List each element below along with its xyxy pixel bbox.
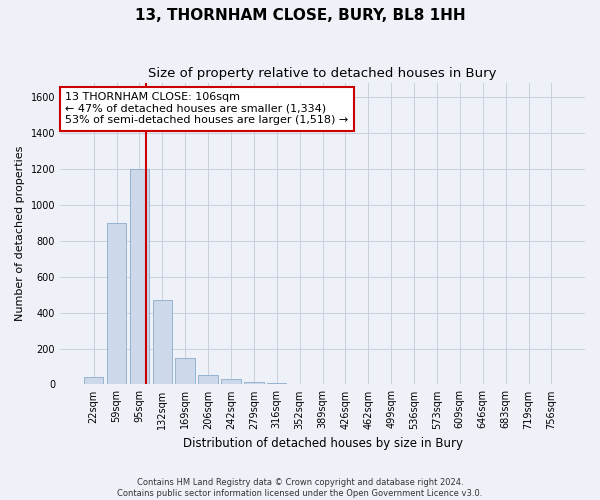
Bar — [175, 358, 195, 384]
Y-axis label: Number of detached properties: Number of detached properties — [15, 146, 25, 322]
Text: 13 THORNHAM CLOSE: 106sqm
← 47% of detached houses are smaller (1,334)
53% of se: 13 THORNHAM CLOSE: 106sqm ← 47% of detac… — [65, 92, 349, 126]
Bar — [130, 169, 149, 384]
Bar — [84, 378, 103, 384]
X-axis label: Distribution of detached houses by size in Bury: Distribution of detached houses by size … — [182, 437, 463, 450]
Text: Contains HM Land Registry data © Crown copyright and database right 2024.
Contai: Contains HM Land Registry data © Crown c… — [118, 478, 482, 498]
Bar — [221, 380, 241, 384]
Bar — [199, 374, 218, 384]
Text: 13, THORNHAM CLOSE, BURY, BL8 1HH: 13, THORNHAM CLOSE, BURY, BL8 1HH — [134, 8, 466, 22]
Bar — [152, 300, 172, 384]
Title: Size of property relative to detached houses in Bury: Size of property relative to detached ho… — [148, 68, 497, 80]
Bar — [267, 382, 286, 384]
Bar — [244, 382, 263, 384]
Bar — [107, 223, 126, 384]
